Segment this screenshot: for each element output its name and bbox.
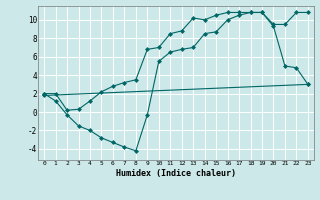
X-axis label: Humidex (Indice chaleur): Humidex (Indice chaleur) <box>116 169 236 178</box>
